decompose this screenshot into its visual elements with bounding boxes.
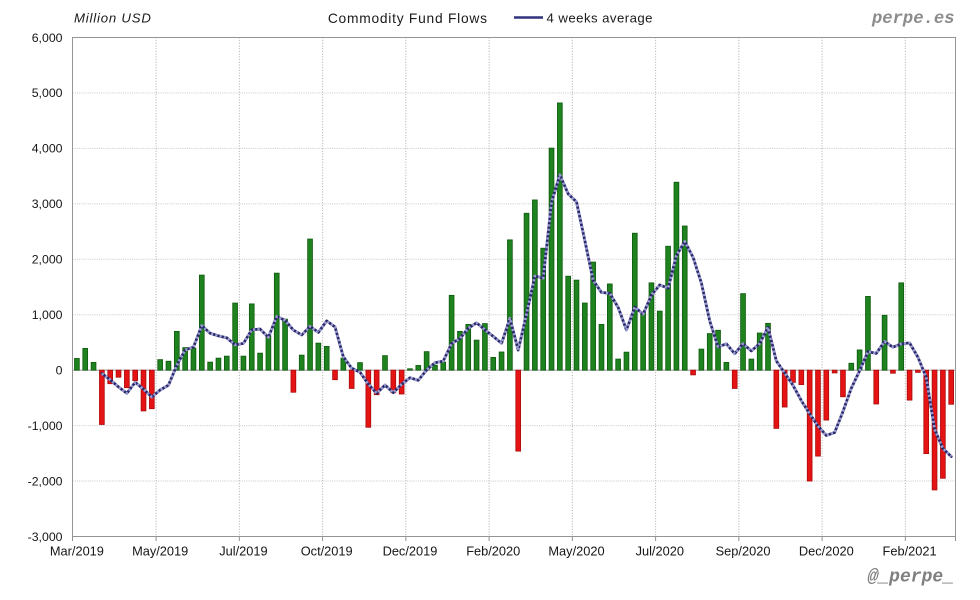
svg-text:Million USD: Million USD <box>74 11 152 26</box>
svg-text:4 weeks average: 4 weeks average <box>547 11 653 26</box>
svg-text:May/2020: May/2020 <box>548 544 604 559</box>
svg-text:Sep/2020: Sep/2020 <box>716 544 771 559</box>
svg-text:4,000: 4,000 <box>32 142 63 156</box>
svg-text:1,000: 1,000 <box>32 308 63 322</box>
svg-text:Dec/2020: Dec/2020 <box>799 544 854 559</box>
svg-text:Jul/2020: Jul/2020 <box>636 544 684 559</box>
svg-text:May/2019: May/2019 <box>132 544 188 559</box>
svg-text:Mar/2019: Mar/2019 <box>50 544 104 559</box>
svg-text:5,000: 5,000 <box>32 86 63 100</box>
svg-text:@_perpe_: @_perpe_ <box>868 568 954 588</box>
svg-text:Jul/2019: Jul/2019 <box>219 544 267 559</box>
svg-text:0: 0 <box>56 363 63 377</box>
svg-text:Dec/2019: Dec/2019 <box>383 544 438 559</box>
svg-text:Oct/2019: Oct/2019 <box>301 544 353 559</box>
svg-text:Feb/2020: Feb/2020 <box>466 544 520 559</box>
svg-text:-2,000: -2,000 <box>28 474 63 488</box>
svg-text:6,000: 6,000 <box>32 31 63 45</box>
svg-text:Commodity Fund Flows: Commodity Fund Flows <box>328 11 488 26</box>
svg-text:-3,000: -3,000 <box>28 530 63 544</box>
svg-text:Feb/2021: Feb/2021 <box>883 544 937 559</box>
svg-text:perpe.es: perpe.es <box>871 10 955 29</box>
svg-text:-1,000: -1,000 <box>28 419 63 433</box>
svg-text:2,000: 2,000 <box>32 253 63 267</box>
svg-text:3,000: 3,000 <box>32 197 63 211</box>
